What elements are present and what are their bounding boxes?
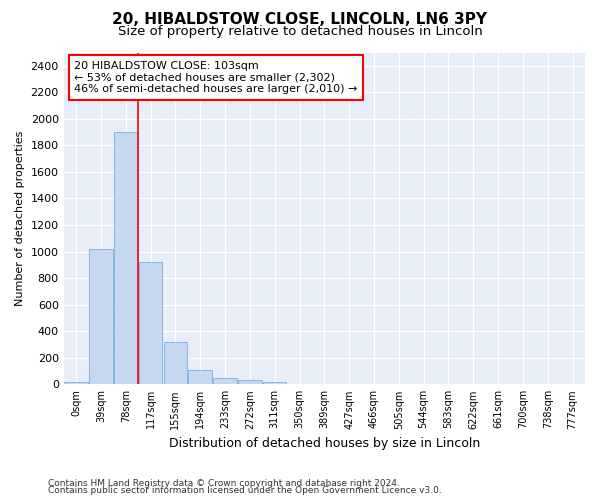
Bar <box>238 380 262 384</box>
Bar <box>139 262 163 384</box>
Bar <box>114 132 137 384</box>
Bar <box>164 342 187 384</box>
Bar <box>89 249 113 384</box>
Text: Contains public sector information licensed under the Open Government Licence v3: Contains public sector information licen… <box>48 486 442 495</box>
Y-axis label: Number of detached properties: Number of detached properties <box>15 130 25 306</box>
Bar <box>188 370 212 384</box>
Bar <box>64 382 88 384</box>
Bar <box>263 382 286 384</box>
Text: Size of property relative to detached houses in Lincoln: Size of property relative to detached ho… <box>118 25 482 38</box>
Text: 20 HIBALDSTOW CLOSE: 103sqm
← 53% of detached houses are smaller (2,302)
46% of : 20 HIBALDSTOW CLOSE: 103sqm ← 53% of det… <box>74 61 358 94</box>
Text: Contains HM Land Registry data © Crown copyright and database right 2024.: Contains HM Land Registry data © Crown c… <box>48 478 400 488</box>
Bar <box>213 378 237 384</box>
Text: 20, HIBALDSTOW CLOSE, LINCOLN, LN6 3PY: 20, HIBALDSTOW CLOSE, LINCOLN, LN6 3PY <box>113 12 487 28</box>
X-axis label: Distribution of detached houses by size in Lincoln: Distribution of detached houses by size … <box>169 437 480 450</box>
